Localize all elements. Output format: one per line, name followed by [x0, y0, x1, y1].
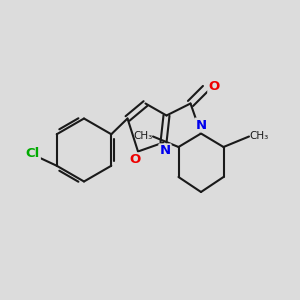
Text: O: O [129, 153, 141, 167]
Text: CH₃: CH₃ [134, 131, 153, 141]
Text: Cl: Cl [26, 147, 40, 160]
Text: N: N [159, 144, 171, 158]
Text: CH₃: CH₃ [249, 131, 268, 141]
Text: N: N [195, 118, 207, 132]
Text: O: O [208, 80, 220, 94]
